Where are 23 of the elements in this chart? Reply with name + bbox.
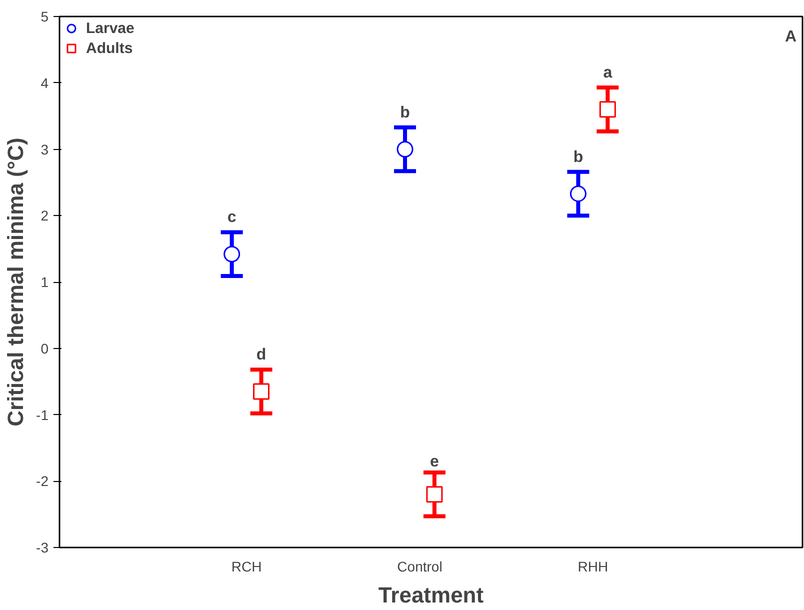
y-tick-label: -1 xyxy=(36,406,49,423)
annotation: c xyxy=(227,209,236,226)
y-tick-label: 4 xyxy=(40,74,49,91)
annotation: a xyxy=(603,64,612,82)
annotation: d xyxy=(256,346,266,364)
annotation: e xyxy=(430,453,440,470)
annotation: b xyxy=(400,104,410,122)
y-tick-label: 1 xyxy=(40,274,49,290)
annotation: b xyxy=(573,148,584,166)
y-tick-label: 2 xyxy=(40,208,49,224)
y-tick-label: -3 xyxy=(36,540,49,556)
x-axis-title: Treatment xyxy=(378,582,484,608)
y-tick-label: 5 xyxy=(40,8,49,24)
x-tick-label: Control xyxy=(397,558,442,574)
x-tick-label: RCH xyxy=(231,558,262,574)
y-axis-title: Critical thermal minima (°C) xyxy=(3,138,28,426)
y-tick-label: 0 xyxy=(40,340,49,356)
legend-label: Larvae xyxy=(86,20,134,36)
y-tick-label: 3 xyxy=(40,141,49,158)
y-tick-label: -2 xyxy=(36,473,49,490)
x-tick-label: RHH xyxy=(578,558,608,574)
legend-label: Adults xyxy=(86,40,133,56)
annotation: A xyxy=(784,28,797,46)
